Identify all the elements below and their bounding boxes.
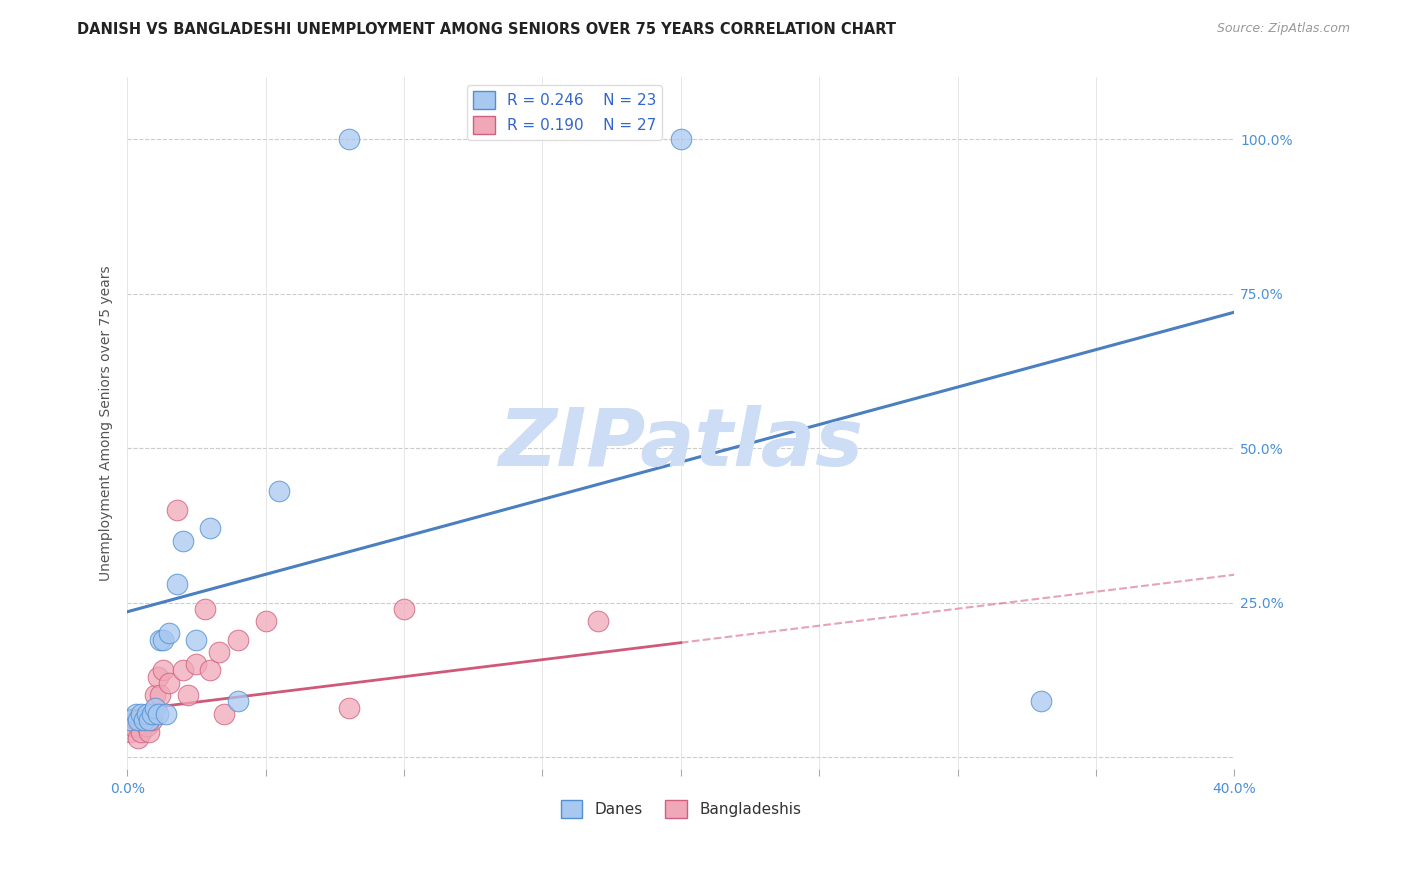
- Text: ZIPatlas: ZIPatlas: [498, 405, 863, 483]
- Point: [194, 601, 217, 615]
- Point: [157, 675, 180, 690]
- Point: [177, 688, 200, 702]
- Point: [129, 706, 152, 721]
- Point: [226, 694, 249, 708]
- Legend: Danes, Bangladeshis: Danes, Bangladeshis: [554, 794, 807, 824]
- Point: [269, 484, 291, 499]
- Point: [143, 700, 166, 714]
- Point: [135, 719, 157, 733]
- Point: [132, 713, 155, 727]
- Point: [138, 713, 160, 727]
- Point: [121, 719, 143, 733]
- Point: [135, 706, 157, 721]
- Point: [138, 725, 160, 739]
- Point: [172, 664, 194, 678]
- Point: [200, 664, 222, 678]
- Point: [186, 657, 208, 672]
- Point: [118, 713, 141, 727]
- Point: [254, 614, 277, 628]
- Point: [149, 688, 172, 702]
- Point: [200, 521, 222, 535]
- Point: [152, 664, 174, 678]
- Point: [337, 132, 360, 146]
- Point: [146, 706, 169, 721]
- Point: [669, 132, 692, 146]
- Point: [1029, 694, 1052, 708]
- Point: [143, 688, 166, 702]
- Point: [141, 713, 163, 727]
- Point: [186, 632, 208, 647]
- Point: [149, 632, 172, 647]
- Point: [207, 645, 229, 659]
- Text: DANISH VS BANGLADESHI UNEMPLOYMENT AMONG SENIORS OVER 75 YEARS CORRELATION CHART: DANISH VS BANGLADESHI UNEMPLOYMENT AMONG…: [77, 22, 897, 37]
- Point: [392, 601, 415, 615]
- Point: [157, 626, 180, 640]
- Point: [166, 577, 188, 591]
- Point: [132, 713, 155, 727]
- Point: [586, 614, 609, 628]
- Point: [127, 713, 149, 727]
- Point: [166, 503, 188, 517]
- Point: [172, 533, 194, 548]
- Point: [226, 632, 249, 647]
- Point: [141, 706, 163, 721]
- Point: [337, 700, 360, 714]
- Point: [124, 713, 146, 727]
- Point: [146, 670, 169, 684]
- Point: [155, 706, 177, 721]
- Text: Source: ZipAtlas.com: Source: ZipAtlas.com: [1216, 22, 1350, 36]
- Point: [118, 725, 141, 739]
- Point: [129, 725, 152, 739]
- Point: [212, 706, 235, 721]
- Point: [127, 731, 149, 746]
- Point: [152, 632, 174, 647]
- Point: [124, 706, 146, 721]
- Y-axis label: Unemployment Among Seniors over 75 years: Unemployment Among Seniors over 75 years: [100, 266, 114, 582]
